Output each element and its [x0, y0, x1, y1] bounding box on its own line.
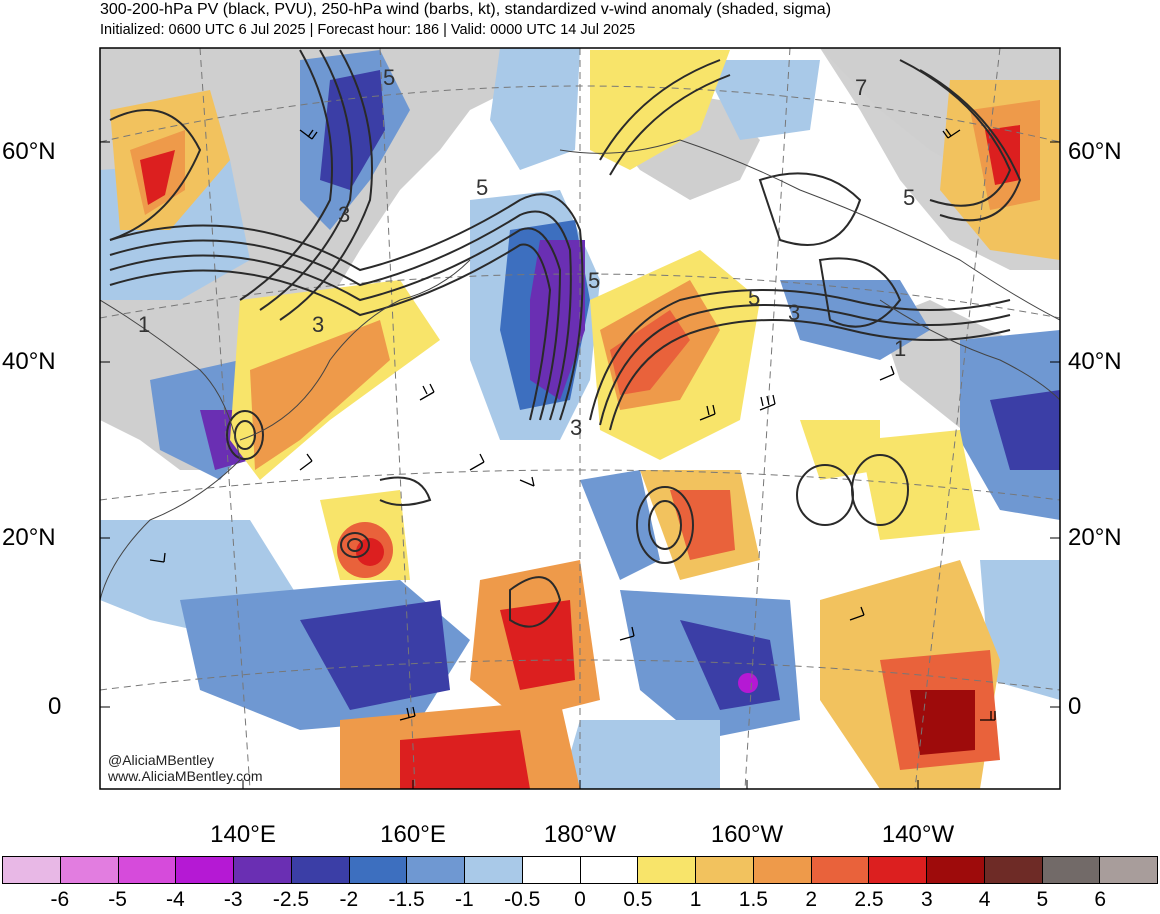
colorbar-segment: [176, 857, 234, 883]
graticule: [100, 48, 1060, 789]
colorbar-tick-label: -1.5: [388, 888, 425, 911]
pv-label: 3: [312, 312, 324, 337]
colorbar-tick-label: 0.5: [623, 888, 653, 911]
credit-url: www.AliciaMBentley.com: [108, 768, 263, 784]
colorbar-tick-label: 2: [805, 888, 818, 911]
chart-subtitle: Initialized: 0600 UTC 6 Jul 2025 | Forec…: [100, 22, 636, 38]
colorbar-tick-label: -3: [223, 888, 243, 911]
lat-label-left: 40°N: [2, 348, 56, 375]
colorbar-tick-label: 0: [574, 888, 586, 911]
colorbar-segment: [234, 857, 292, 883]
lat-label-right: 20°N: [1068, 524, 1122, 551]
colorbar-tick-label: 1: [689, 888, 702, 911]
pv-label: 5: [748, 285, 760, 310]
colorbar-tick-label: 3: [920, 888, 933, 911]
pv-label: 3: [338, 202, 350, 227]
colorbar-segment: [580, 857, 639, 883]
colorbar-segment: [465, 857, 523, 883]
colorbar-tick-label: -1: [455, 888, 474, 911]
lat-label-right: 0: [1068, 693, 1082, 720]
colorbar-segment: [349, 857, 408, 883]
pv-label: 7: [855, 75, 867, 100]
colorbar-segment: [869, 857, 927, 883]
coastlines: [100, 139, 1060, 601]
pv-label: 5: [476, 175, 488, 200]
colorbar-tick-label: -2.5: [272, 888, 310, 911]
lat-label-left: 20°N: [2, 524, 56, 551]
colorbar-segment: [753, 857, 812, 883]
lon-label: 140°E: [210, 821, 276, 848]
colorbar-segment: [1042, 857, 1101, 883]
colorbar-tick-label: 1.5: [738, 888, 768, 911]
pv-contour-labels: 5 3 5 3 5 3 1 5 3 5 1 7: [138, 65, 915, 440]
lat-label-left: 0: [48, 693, 62, 720]
colorbar-segment: [118, 857, 177, 883]
axis-ticks: [100, 141, 1060, 789]
colorbar-tick-label: -6: [50, 888, 70, 911]
colorbar-tick-label: -5: [108, 888, 127, 911]
colorbar-tick-label: 6: [1094, 888, 1107, 911]
pv-label: 5: [903, 185, 915, 210]
colorbar-segment: [927, 857, 985, 883]
lon-label: 160°W: [710, 821, 784, 848]
colorbar-segment: [811, 857, 870, 883]
positive-anomaly-shading: [110, 50, 1060, 789]
colorbar-tick-label: -0.5: [504, 888, 541, 911]
credit-handle: @AliciaMBentley: [108, 752, 215, 768]
colorbar-tick-label: 5: [1036, 888, 1049, 911]
colorbar-segment: [696, 857, 754, 883]
pv-label: 1: [894, 336, 906, 361]
pv-label: 5: [588, 268, 600, 293]
colorbar-segment: [1100, 857, 1157, 883]
pv-label: 3: [788, 300, 800, 325]
pv-label: 5: [383, 65, 395, 90]
colorbar-tick-label: -4: [166, 888, 185, 911]
lon-label: 140°W: [881, 821, 955, 848]
lat-label-right: 40°N: [1068, 348, 1122, 375]
colorbar-segment: [638, 857, 696, 883]
chart-title: 300-200-hPa PV (black, PVU), 250-hPa win…: [100, 1, 832, 18]
wind-barbs: [149, 128, 996, 721]
colorbar-segment: [984, 857, 1043, 883]
lat-label-left: 60°N: [2, 138, 56, 165]
colorbar-segment: [407, 857, 465, 883]
lon-label: 180°W: [543, 821, 617, 848]
colorbar-segment: [3, 857, 61, 883]
pv-label: 1: [138, 312, 150, 337]
colorbar-segment: [60, 857, 119, 883]
colorbar-segment: [291, 857, 350, 883]
pv-contours: [109, 49, 1022, 628]
colorbar-segment: [522, 857, 581, 883]
colorbar: [2, 856, 1158, 884]
colorbar-tick-label: 2.5: [854, 888, 884, 911]
colorbar-tick-label: 4: [978, 888, 991, 911]
colorbar-tick-label: -2: [339, 888, 359, 911]
lon-label: 160°E: [380, 821, 446, 848]
pv-label: 3: [570, 415, 582, 440]
lat-label-right: 60°N: [1068, 138, 1122, 165]
